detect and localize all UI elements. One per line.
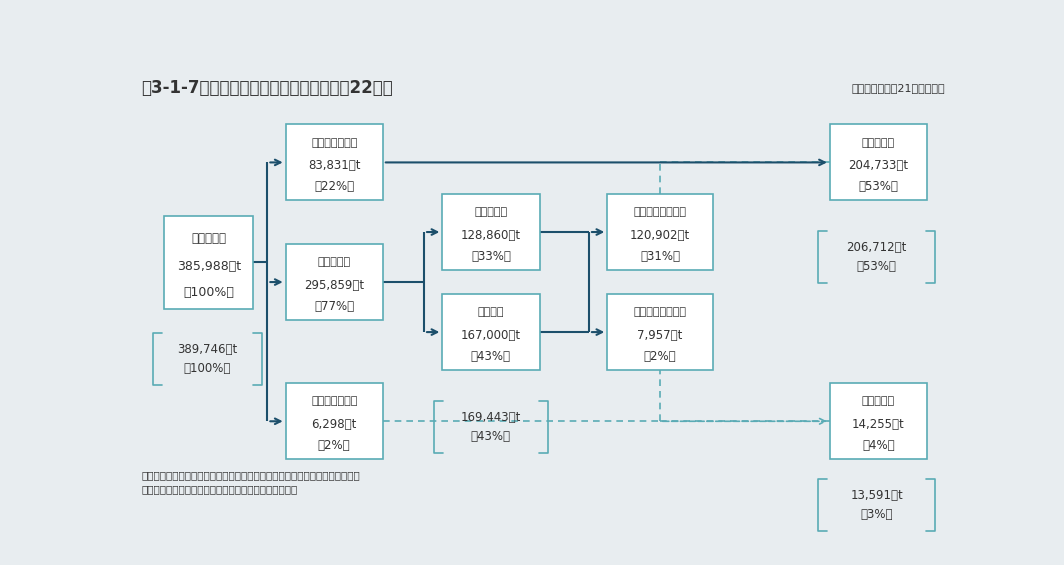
Text: （3%）: （3%） (861, 508, 893, 521)
Text: 385,988千t: 385,988千t (177, 260, 240, 273)
Text: （53%）: （53%） (859, 180, 898, 193)
Bar (443, 194, 539, 270)
Text: 14,255千t: 14,255千t (852, 418, 904, 431)
Text: （2%）: （2%） (318, 439, 350, 452)
Text: （22%）: （22%） (314, 180, 354, 193)
Text: 83,831千t: 83,831千t (307, 159, 361, 172)
Text: （2%）: （2%） (644, 350, 677, 363)
Text: 資料：環境省「産業廃棄物排出・処理状況調査報告書」: 資料：環境省「産業廃棄物排出・処理状況調査報告書」 (142, 485, 298, 494)
Text: 128,860千t: 128,860千t (461, 229, 521, 242)
Text: （77%）: （77%） (314, 300, 354, 313)
Text: （53%）: （53%） (857, 260, 897, 273)
Bar (443, 294, 539, 370)
Text: 図3-1-7　産業廃棄物の処理の流れ（平成22年）: 図3-1-7 産業廃棄物の処理の流れ（平成22年） (142, 79, 393, 97)
Text: 7,957千t: 7,957千t (637, 329, 683, 342)
Text: （43%）: （43%） (471, 429, 511, 442)
Text: （43%）: （43%） (471, 350, 511, 363)
Text: 206,712千t: 206,712千t (847, 241, 907, 254)
Text: 204,733千t: 204,733千t (848, 159, 909, 172)
Text: 処理後再生利用量: 処理後再生利用量 (633, 207, 686, 217)
Text: 中間処理量: 中間処理量 (318, 257, 351, 267)
Bar (285, 244, 383, 320)
Text: 処理残渣量: 処理残渣量 (475, 207, 508, 217)
Text: 120,902千t: 120,902千t (630, 229, 691, 242)
Bar (830, 124, 927, 201)
Bar (608, 194, 713, 270)
Text: 直接再生利用量: 直接再生利用量 (311, 138, 358, 147)
Text: ＊各項目量は、四捨五入して表示しているため、収支が合わない場合がある。: ＊各項目量は、四捨五入して表示しているため、収支が合わない場合がある。 (142, 470, 360, 480)
Bar (608, 294, 713, 370)
Text: （33%）: （33%） (471, 250, 511, 263)
Text: （100%）: （100%） (183, 286, 234, 299)
Text: 13,591千t: 13,591千t (850, 489, 903, 502)
Bar (285, 124, 383, 201)
Bar (830, 383, 927, 459)
Text: （31%）: （31%） (639, 250, 680, 263)
Text: 295,859千t: 295,859千t (304, 279, 364, 292)
Text: 167,000千t: 167,000千t (461, 329, 521, 342)
Text: 6,298千t: 6,298千t (312, 418, 356, 431)
Text: 処理後最終処分量: 処理後最終処分量 (633, 307, 686, 318)
Text: 389,746千t: 389,746千t (177, 344, 237, 357)
Text: （4%）: （4%） (862, 439, 895, 452)
Text: 169,443千t: 169,443千t (461, 411, 521, 424)
Bar (285, 383, 383, 459)
Text: 減量化量: 減量化量 (478, 307, 504, 318)
Text: ［　］内は平成21年度の数値: ［ ］内は平成21年度の数値 (851, 83, 945, 93)
Text: 最終処分量: 最終処分量 (862, 397, 895, 406)
Text: 直接最終処分量: 直接最終処分量 (311, 397, 358, 406)
Text: 排　出　量: 排 出 量 (192, 232, 227, 245)
Bar (164, 216, 253, 309)
Text: 再生利用量: 再生利用量 (862, 138, 895, 147)
Text: （100%）: （100%） (183, 362, 231, 375)
